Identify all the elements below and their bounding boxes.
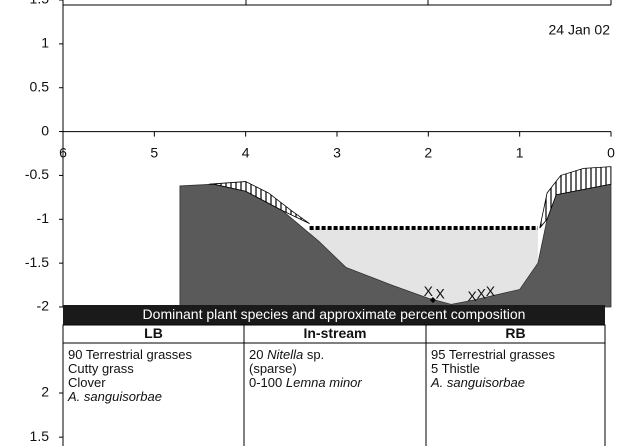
cell-segment: (sparse) — [249, 361, 297, 376]
y-tick-label: 1.5 — [30, 0, 50, 7]
marker: X — [486, 283, 496, 299]
marker: X — [424, 283, 434, 299]
table-title-bar — [63, 305, 605, 325]
cell-segment: A. sanguisorbae — [430, 375, 525, 390]
marker: X — [477, 285, 487, 301]
cell-segment: 0-100 — [249, 375, 286, 390]
cell-segment: 90 Terrestrial grasses — [68, 347, 193, 362]
cell-text: 0-100 Lemna minor — [249, 375, 362, 390]
table-body — [62, 342, 606, 446]
point — [429, 296, 436, 303]
y-tick-label: 1.5 — [30, 428, 50, 444]
y-tick-label: 0 — [41, 122, 49, 138]
y-tick-label: -1 — [37, 210, 50, 226]
vegetation — [209, 181, 310, 225]
x-tick-label: 2 — [424, 144, 432, 160]
marker: X — [436, 285, 446, 301]
vegetation — [539, 166, 612, 229]
column-header: LB — [144, 325, 163, 341]
table-title: Dominant plant species and approximate p… — [143, 306, 526, 322]
cell-text: 20 Nitella sp. — [249, 347, 324, 362]
annotation: 24 Jan 02 — [549, 22, 611, 38]
cell-segment: Cutty grass — [68, 361, 134, 376]
x-tick-label: 6 — [59, 144, 67, 160]
cell-segment: sp. — [303, 347, 324, 362]
cell-text: 5 Thistle — [431, 361, 480, 376]
column-header: In-stream — [303, 325, 366, 341]
x-tick-label: 5 — [150, 144, 158, 160]
y-tick-label: -1.5 — [25, 254, 49, 270]
y-tick-label: -0.5 — [25, 166, 49, 182]
y-tick-label: 2 — [41, 384, 49, 400]
cell-text: (sparse) — [249, 361, 297, 376]
x-tick-label: 4 — [242, 144, 250, 160]
cell-segment: 95 Terrestrial grasses — [431, 347, 556, 362]
y-tick-label: 0.5 — [30, 78, 50, 94]
cell-segment: 20 — [249, 347, 267, 362]
cell-text: 95 Terrestrial grasses — [431, 347, 556, 362]
cell-text: 90 Terrestrial grasses — [68, 347, 193, 362]
x-tick-label: 1 — [516, 144, 524, 160]
cell-segment: Nitella — [267, 347, 303, 362]
y-tick-label: 1 — [41, 35, 49, 51]
cell-text: A. sanguisorbae — [430, 375, 525, 390]
cell-segment: 5 Thistle — [431, 361, 480, 376]
y-tick-label: -2 — [37, 298, 50, 314]
cell-text: Cutty grass — [68, 361, 134, 376]
cell-segment: Lemna minor — [286, 375, 363, 390]
cell-segment: A. sanguisorbae — [67, 389, 162, 404]
cell-segment: Clover — [68, 375, 106, 390]
column-header: RB — [505, 325, 525, 341]
x-tick-label: 3 — [333, 144, 341, 160]
marker: X — [468, 288, 478, 304]
x-tick-label: 0 — [607, 144, 615, 160]
cell-text: A. sanguisorbae — [67, 389, 162, 404]
cell-text: Clover — [68, 375, 106, 390]
